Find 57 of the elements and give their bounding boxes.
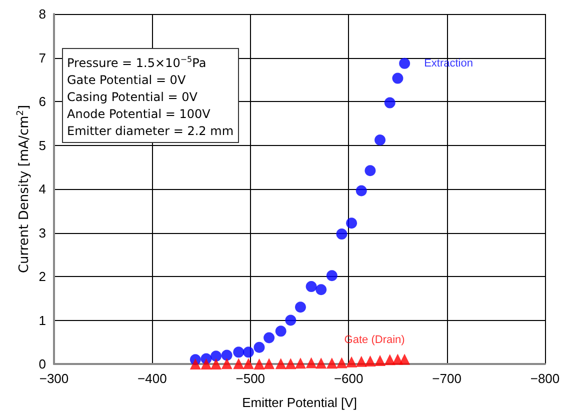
point [264,358,275,370]
point [316,284,327,296]
x-tick-label: −600 [334,371,364,386]
point [306,357,317,368]
point [384,97,396,108]
point [221,358,232,370]
x-axis-title: Emitter Potential [V] [242,395,357,410]
point [210,350,222,362]
point [254,342,265,353]
y-tick-label: 4 [38,182,46,196]
point [336,228,348,240]
point [306,281,317,292]
point [364,165,376,176]
x-tick-label: −400 [138,371,167,386]
point [336,357,348,368]
point [326,270,338,282]
y-tick-label: 5 [38,138,46,153]
y-tick-label: 6 [38,94,46,109]
point [210,358,222,370]
point [392,72,404,84]
point [346,218,358,229]
y-tick-label: 3 [38,225,46,240]
point [264,332,275,344]
point [285,358,296,370]
point [399,354,410,365]
point [242,358,254,370]
point [233,346,244,358]
x-tick-label: −800 [530,371,560,386]
y-tick-label: 7 [38,50,46,66]
point [356,356,367,367]
x-tick-label: −500 [236,371,266,386]
y-tick-label: 2 [38,269,46,284]
point [275,358,286,370]
point [200,358,212,370]
y-tick-label: 0 [38,356,46,372]
point [374,134,386,146]
point [326,358,338,369]
point [275,326,286,337]
point [294,302,306,313]
point [221,350,232,361]
point [294,358,306,369]
point [356,185,367,196]
point [190,358,201,370]
point [374,355,386,366]
annotation: Pressure = 1.5×10$^{−5}$Pa Gate Potential = 0V Casing Potential = 0V Anode Potential = 100V Emitter diameter = 2.2 mm [62,48,239,143]
x-tick-label: −300 [39,371,69,386]
y-tick-label: 8 [38,6,46,22]
point [285,314,296,326]
x-tick-label: −700 [432,371,462,386]
point [242,346,254,358]
y-tick-label: 1 [38,312,46,328]
point [254,358,265,370]
point [233,358,244,370]
point [346,356,358,368]
point [399,58,410,69]
point [316,358,327,369]
point [364,355,376,366]
